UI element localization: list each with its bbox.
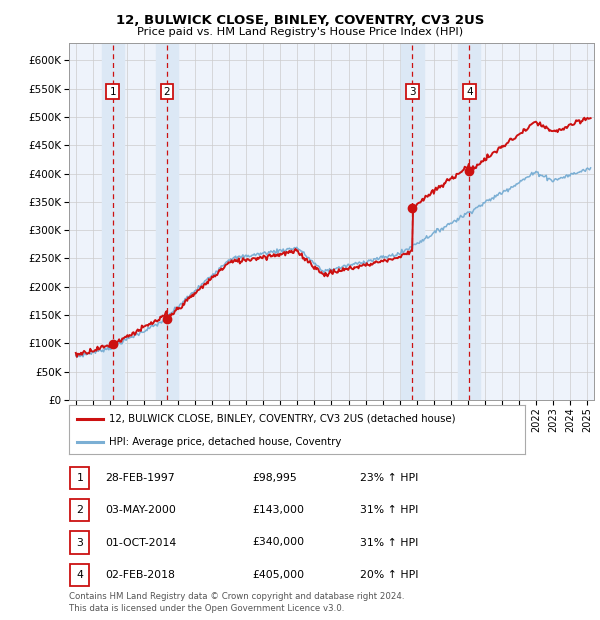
Text: 31% ↑ HPI: 31% ↑ HPI	[360, 505, 418, 515]
Text: £98,995: £98,995	[252, 473, 297, 483]
Text: 02-FEB-2018: 02-FEB-2018	[105, 570, 175, 580]
Text: 1: 1	[76, 473, 83, 483]
Text: This data is licensed under the Open Government Licence v3.0.: This data is licensed under the Open Gov…	[69, 603, 344, 613]
Text: £143,000: £143,000	[252, 505, 304, 515]
Text: 1: 1	[109, 87, 116, 97]
Text: 2: 2	[76, 505, 83, 515]
Bar	[156, 43, 178, 400]
Text: 01-OCT-2014: 01-OCT-2014	[105, 538, 176, 547]
Bar	[401, 43, 424, 400]
Text: 20% ↑ HPI: 20% ↑ HPI	[360, 570, 419, 580]
Text: 31% ↑ HPI: 31% ↑ HPI	[360, 538, 418, 547]
Text: 3: 3	[409, 87, 416, 97]
Bar	[458, 43, 481, 400]
Bar	[101, 43, 124, 400]
Text: 23% ↑ HPI: 23% ↑ HPI	[360, 473, 418, 483]
Text: HPI: Average price, detached house, Coventry: HPI: Average price, detached house, Cove…	[109, 436, 341, 447]
Text: 4: 4	[466, 87, 473, 97]
Text: Contains HM Land Registry data © Crown copyright and database right 2024.: Contains HM Land Registry data © Crown c…	[69, 592, 404, 601]
Text: £340,000: £340,000	[252, 538, 304, 547]
Text: 03-MAY-2000: 03-MAY-2000	[105, 505, 176, 515]
Text: 12, BULWICK CLOSE, BINLEY, COVENTRY, CV3 2US (detached house): 12, BULWICK CLOSE, BINLEY, COVENTRY, CV3…	[109, 414, 456, 423]
Text: 4: 4	[76, 570, 83, 580]
Text: £405,000: £405,000	[252, 570, 304, 580]
Text: 3: 3	[76, 538, 83, 547]
Text: 28-FEB-1997: 28-FEB-1997	[105, 473, 175, 483]
Text: Price paid vs. HM Land Registry's House Price Index (HPI): Price paid vs. HM Land Registry's House …	[137, 27, 463, 37]
Text: 12, BULWICK CLOSE, BINLEY, COVENTRY, CV3 2US: 12, BULWICK CLOSE, BINLEY, COVENTRY, CV3…	[116, 14, 484, 27]
Text: 2: 2	[164, 87, 170, 97]
